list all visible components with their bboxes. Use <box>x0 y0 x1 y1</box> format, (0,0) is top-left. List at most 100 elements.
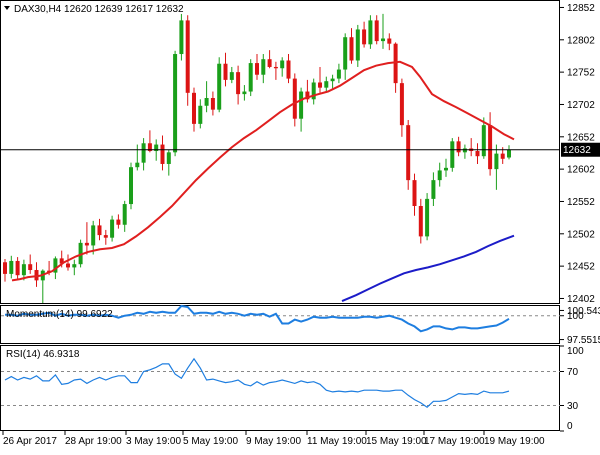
candle-body <box>84 242 89 246</box>
candle <box>242 85 247 101</box>
candle-body <box>261 59 266 75</box>
momentum-line <box>5 304 510 333</box>
candle <box>91 220 96 255</box>
momentum-y-tick-label: 97.5515 <box>567 335 600 346</box>
candle-body <box>355 29 360 61</box>
candle-body <box>299 91 304 119</box>
candle-body <box>173 54 178 153</box>
candle-body <box>9 260 14 274</box>
chart-header: DAX30,H4 12620 12639 12617 12632 <box>4 4 184 15</box>
candle <box>444 158 448 177</box>
candle <box>28 254 33 274</box>
candle <box>425 193 430 241</box>
candle-body <box>362 29 367 45</box>
candle <box>488 112 493 176</box>
candle-body <box>267 59 272 67</box>
price-y-tick-label: 12652 <box>567 132 595 143</box>
price-y-axis: 12852 12802 12752 12702 12652 12602 12552 12502… <box>560 3 595 305</box>
candle <box>318 66 322 93</box>
current-price-badge: 12632 <box>561 142 600 157</box>
candle <box>15 257 20 280</box>
candle <box>78 239 83 268</box>
x-tick-label: 26 Apr 2017 <box>3 436 57 447</box>
candle-body <box>229 72 234 80</box>
candle <box>223 52 228 87</box>
candle <box>21 259 26 281</box>
candle-body <box>481 125 486 157</box>
candle <box>362 21 367 48</box>
candle-body <box>324 81 329 88</box>
candle-body <box>292 78 297 119</box>
candle-body <box>66 263 70 268</box>
x-tick-label: 19 May 19:00 <box>484 436 545 447</box>
candle <box>280 57 285 77</box>
candle <box>192 87 196 132</box>
candle-body <box>103 235 108 238</box>
candle <box>412 173 417 216</box>
candle <box>399 78 404 137</box>
candle <box>387 33 392 51</box>
candle-body <box>456 141 461 153</box>
momentum-y-axis: 100.5433100 97.5515 <box>560 306 600 346</box>
candle <box>336 63 341 84</box>
candle <box>507 145 511 160</box>
candle-body <box>418 205 423 237</box>
candle-body <box>393 43 398 84</box>
candle-body <box>217 63 222 110</box>
triangle-down-icon <box>4 6 10 10</box>
candle-body <box>368 20 373 45</box>
symbol-ohlc-label: DAX30,H4 12620 12639 12617 12632 <box>14 4 184 15</box>
x-tick-label: 9 May 19:00 <box>246 436 301 447</box>
price-y-tick-label: 12802 <box>567 35 595 46</box>
candle <box>66 254 70 271</box>
rsi-y-axis: 100 70 30 0 <box>560 345 584 432</box>
candle <box>248 59 253 97</box>
candle <box>141 138 146 171</box>
candle-body <box>450 141 455 168</box>
price-y-tick-label: 12752 <box>567 68 595 79</box>
candle-body <box>116 219 121 225</box>
x-tick-label: 3 May 19:00 <box>126 436 181 447</box>
candle-body <box>78 242 83 265</box>
rsi-y-tick-label: 0 <box>567 421 573 432</box>
rsi-label: RSI(14) 46.9318 <box>6 349 80 360</box>
candle <box>305 79 310 103</box>
candle <box>122 200 127 232</box>
candle <box>185 15 190 106</box>
price-y-tick-label: 12852 <box>567 3 595 14</box>
candle <box>236 65 241 105</box>
candle <box>198 99 203 129</box>
candle <box>217 57 222 113</box>
current-price-label: 12632 <box>563 145 591 156</box>
candle-body <box>273 66 278 69</box>
candle-body <box>305 91 310 100</box>
candle <box>292 73 297 127</box>
candle <box>267 50 272 69</box>
candle-body <box>387 38 392 44</box>
candle <box>84 222 89 255</box>
candle-body <box>248 63 253 92</box>
candle-body <box>500 153 505 159</box>
candle-body <box>141 143 146 163</box>
candle-body <box>59 258 64 264</box>
candle <box>286 54 291 84</box>
candle <box>3 259 7 282</box>
candle-body <box>236 72 241 95</box>
candle-body <box>129 167 133 205</box>
x-tick-label: 17 May 19:00 <box>424 436 485 447</box>
candle-body <box>154 144 159 152</box>
candle-body <box>223 63 228 80</box>
candle <box>393 42 398 93</box>
candle <box>166 149 171 176</box>
candle <box>406 119 411 190</box>
price-panel-frame <box>0 0 560 304</box>
x-tick-label: 15 May 19:00 <box>366 436 427 447</box>
sma-fast-line <box>11 60 515 282</box>
candle-body <box>349 37 354 61</box>
candle-body <box>381 38 385 42</box>
candle <box>147 130 152 153</box>
candle-body <box>198 105 203 124</box>
candle <box>255 54 259 80</box>
candle <box>368 15 373 49</box>
candle-body <box>431 180 436 199</box>
